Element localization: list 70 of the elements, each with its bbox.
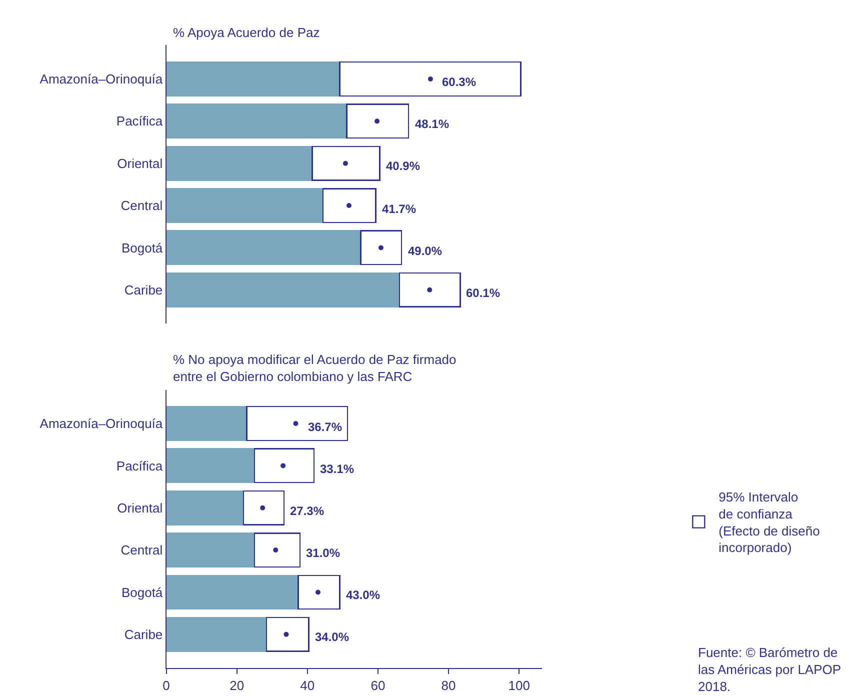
bar xyxy=(166,272,400,308)
bar xyxy=(166,230,362,266)
point xyxy=(315,590,320,595)
x-tick-label: 60 xyxy=(370,678,386,693)
bar xyxy=(322,188,376,223)
x-tick-label: 100 xyxy=(508,678,530,693)
point xyxy=(378,245,384,250)
data-label: 33.1% xyxy=(320,462,354,476)
data-label: 36.7% xyxy=(308,420,342,434)
bar xyxy=(254,448,315,484)
bar xyxy=(166,574,299,610)
point xyxy=(346,203,352,208)
point xyxy=(427,287,432,292)
data-label: 48.1% xyxy=(415,117,450,131)
point xyxy=(374,118,380,124)
y-tick-label: Caribe xyxy=(124,626,163,642)
bar xyxy=(246,406,348,441)
data-label: 41.7% xyxy=(382,202,416,216)
bar xyxy=(166,146,313,181)
y-tick-label: Amazonía–Orinoquía xyxy=(40,416,164,432)
y-tick-label: Amazonía–Orinoquía xyxy=(40,72,164,87)
bar xyxy=(166,532,256,568)
data-label: 60.1% xyxy=(466,286,500,300)
bar xyxy=(242,490,285,526)
y-tick-label: Oriental xyxy=(117,156,163,171)
legend-label: 95% Intervalo de confianza (Efecto de diseño incorporado) xyxy=(718,490,820,556)
chart-title: % Apoya Acuerdo de Paz xyxy=(173,25,320,40)
point xyxy=(428,76,433,82)
y-tick-label: Caribe xyxy=(124,282,163,298)
y-tick-label: Bogotá xyxy=(121,240,164,256)
data-label: 43.0% xyxy=(346,588,380,602)
data-label: 31.0% xyxy=(306,546,340,560)
data-label: 40.9% xyxy=(386,159,420,173)
bar xyxy=(166,616,268,652)
bar xyxy=(166,406,248,441)
bar xyxy=(360,230,402,266)
point xyxy=(260,505,266,510)
source-note: Fuente: © Barómetro de las Américas por LAPOP 2018. xyxy=(698,645,842,694)
y-tick-label: Central xyxy=(120,198,163,214)
y-tick-label: Bogotá xyxy=(121,584,164,600)
x-tick-label: 0 xyxy=(162,678,170,693)
data-label: 60.3% xyxy=(442,75,476,89)
point xyxy=(342,160,348,166)
x-tick-label: 20 xyxy=(230,678,244,693)
bar xyxy=(298,574,340,610)
data-label: 27.3% xyxy=(290,504,324,518)
data-label: 34.0% xyxy=(315,630,350,644)
y-tick-label: Pacífica xyxy=(116,458,164,474)
point xyxy=(293,421,298,426)
y-tick-label: Oriental xyxy=(117,500,163,516)
point xyxy=(273,548,278,553)
bar xyxy=(166,62,340,96)
chart-title: % No apoya modificar el Acuerdo de Paz firmado entre el Gobierno colombiano y las FARC xyxy=(173,352,456,384)
point xyxy=(280,463,286,468)
bar xyxy=(339,62,522,96)
x-tick-label: 40 xyxy=(300,678,315,693)
bar xyxy=(312,146,380,181)
y-tick-label: Pacífica xyxy=(116,114,164,129)
bar xyxy=(166,188,324,223)
bar xyxy=(166,104,348,139)
data-label: 49.0% xyxy=(408,244,442,258)
bar xyxy=(166,490,244,526)
y-tick-label: Central xyxy=(120,542,163,558)
point xyxy=(284,632,289,637)
bar xyxy=(398,272,461,308)
bar xyxy=(346,104,410,139)
x-tick-label: 80 xyxy=(441,678,456,693)
bar xyxy=(266,616,310,652)
bar xyxy=(254,532,301,568)
bar xyxy=(166,448,256,484)
